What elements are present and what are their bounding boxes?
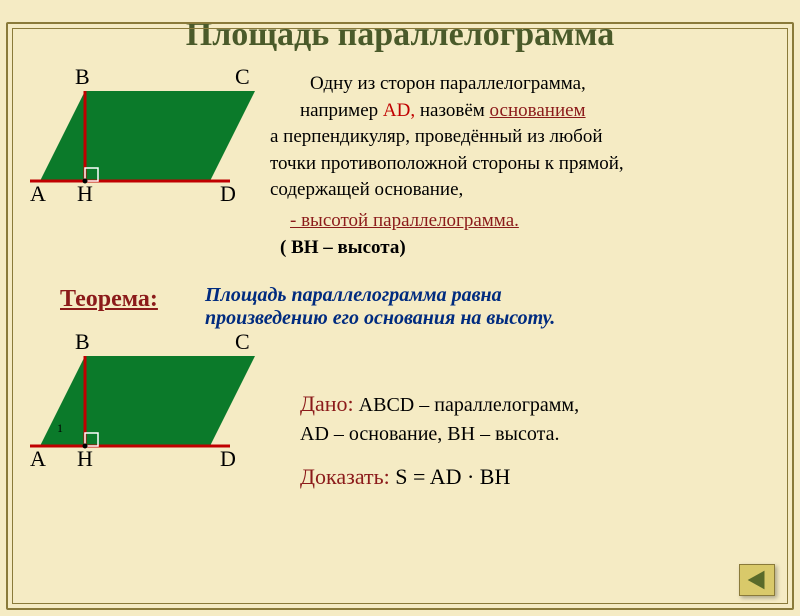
prove-label: Доказать: — [300, 464, 390, 489]
vertex-D-1: D — [220, 181, 236, 207]
vertex-D-2: D — [220, 446, 236, 472]
def-l2d: основанием — [490, 100, 586, 121]
given-block: Дано: ABCD – параллелограмм, AD – основа… — [300, 391, 770, 490]
vertex-C-1: C — [235, 64, 250, 90]
vertex-B-1: B — [75, 64, 90, 90]
vertex-H-2: H — [77, 446, 93, 472]
def-l2c: назовём — [415, 100, 489, 121]
theorem-statement: Площадь параллелограмма равна произведен… — [205, 284, 765, 330]
theorem-label: Теорема: — [60, 286, 158, 313]
def-line7: ( BH – высота) — [280, 235, 780, 262]
given-label: Дано: — [300, 391, 354, 416]
def-line3: а перпендикуляр, проведённый из любой — [270, 124, 780, 151]
vertex-B-2: B — [75, 329, 90, 355]
vertex-A-2: A — [30, 446, 46, 472]
def-l2b: AD, — [383, 100, 415, 121]
angle-label-1: 1 — [57, 421, 63, 436]
def-l2a: например — [300, 100, 383, 121]
triangle-left-icon — [740, 565, 774, 595]
definition-block: Одну из сторон параллелограмма, например… — [280, 71, 780, 261]
def-line6: - высотой параллелограмма. — [290, 208, 780, 235]
diagram-1: A B C D H — [30, 86, 270, 211]
prev-slide-button[interactable] — [739, 564, 775, 596]
def-line1: Одну из сторон параллелограмма, — [310, 71, 780, 98]
vertex-H-1: H — [77, 181, 93, 207]
prove-text: S = AD · BH — [390, 464, 511, 489]
def-line5: содержащей основание, — [270, 177, 780, 204]
given-text2: AD – основание, BH – высота. — [300, 423, 770, 446]
vertex-A-1: A — [30, 181, 46, 207]
vertex-C-2: C — [235, 329, 250, 355]
def-line4: точки противоположной стороны к прямой, — [270, 151, 780, 178]
diagram-2: A B C D H 1 — [30, 351, 270, 476]
given-text: ABCD – параллелограмм, — [354, 394, 579, 416]
